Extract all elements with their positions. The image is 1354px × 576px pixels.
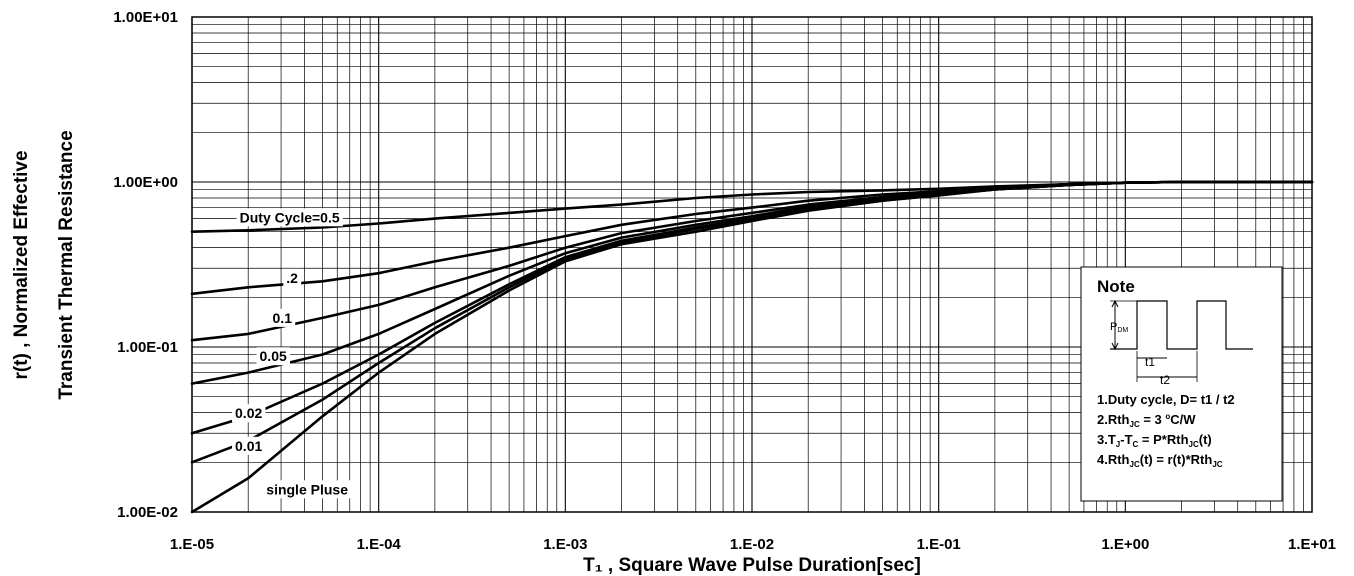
series-line: [190, 180, 1314, 514]
note-title: Note: [1097, 277, 1135, 296]
curve-label-bg: [232, 436, 266, 455]
y-tick-label: 1.00E+01: [113, 9, 178, 26]
curve-label-bg: [263, 480, 352, 499]
curve-label-text: 0.01: [235, 438, 262, 454]
x-tick-label: 1.E-01: [917, 536, 961, 553]
y-axis-title-line1: r(t) , Normalized Effective: [11, 150, 32, 379]
curve-label: 0.05: [256, 347, 290, 366]
note-line-4: 4.RthJC(t) = r(t)*RthJC: [1097, 452, 1223, 469]
x-tick-labels: 1.E-05 1.E-04 1.E-03 1.E-02 1.E-01 1.E+00 1.E+…: [170, 536, 1336, 553]
y-axis-title-line2: Transient Thermal Resistance: [56, 130, 77, 399]
pdm-label: PDM: [1110, 321, 1128, 334]
y-tick-label: 1.00E-02: [117, 504, 178, 521]
x-tick-label: 1.E+01: [1288, 536, 1336, 553]
y-tick-label: 1.00E-01: [117, 339, 178, 356]
note-line-2: 2.RthJC = 3 oC/W: [1097, 412, 1196, 429]
curve-label-text: 0.02: [235, 405, 262, 421]
y-tick-labels: 1.00E+01 1.00E+00 1.00E-01 1.00E-02: [113, 9, 178, 521]
note-line-1: 1.Duty cycle, D= t1 / t2: [1097, 392, 1235, 407]
curve-label: 0.1: [269, 308, 296, 327]
x-tick-label: 1.E-02: [730, 536, 774, 553]
pulse-waveform: [1110, 300, 1253, 350]
curve-label-bg: [232, 404, 266, 423]
x-tick-label: 1.E-04: [357, 536, 402, 553]
t1-label: t1: [1145, 355, 1155, 369]
curve-label-bg: [236, 208, 343, 227]
y-tick-label: 1.00E+00: [113, 174, 178, 191]
curve-labels: Duty Cycle=0.5 .2 0.1 0.05 0.02 0.01 single Pl…: [232, 208, 352, 499]
curve-label-text: 0.05: [260, 348, 287, 364]
t2-label: t2: [1160, 373, 1170, 387]
plot-frame: [191, 16, 1313, 513]
curve-label-bg: [256, 347, 290, 366]
curve-label: .2: [283, 268, 302, 287]
curve-label: 0.02: [232, 404, 266, 423]
curves: [190, 180, 1314, 514]
curve-label-bg: [283, 268, 302, 287]
curve-label: single Pluse: [263, 480, 352, 499]
curve-label-text: single Pluse: [266, 481, 348, 497]
curve-label-text: .2: [286, 270, 298, 286]
curve-label-text: 0.1: [273, 310, 293, 326]
note-line-3: 3.TJ-TC = P*RthJC(t): [1097, 432, 1212, 449]
curve-label: 0.01: [232, 436, 266, 455]
x-axis-title: T₁ , Square Wave Pulse Duration[sec]: [583, 555, 921, 576]
x-tick-label: 1.E-05: [170, 536, 214, 553]
x-tick-label: 1.E-03: [543, 536, 587, 553]
curve-label-bg: [269, 308, 296, 327]
note-box: Note PDM t1 t2 1.Duty cycle, D= t1 / t2 …: [1080, 266, 1283, 502]
pdm-arrow-head-bottom: [1111, 342, 1119, 351]
curve-label: Duty Cycle=0.5: [236, 208, 343, 227]
x-tick-label: 1.E+00: [1101, 536, 1149, 553]
curve-label-text: Duty Cycle=0.5: [240, 209, 340, 225]
